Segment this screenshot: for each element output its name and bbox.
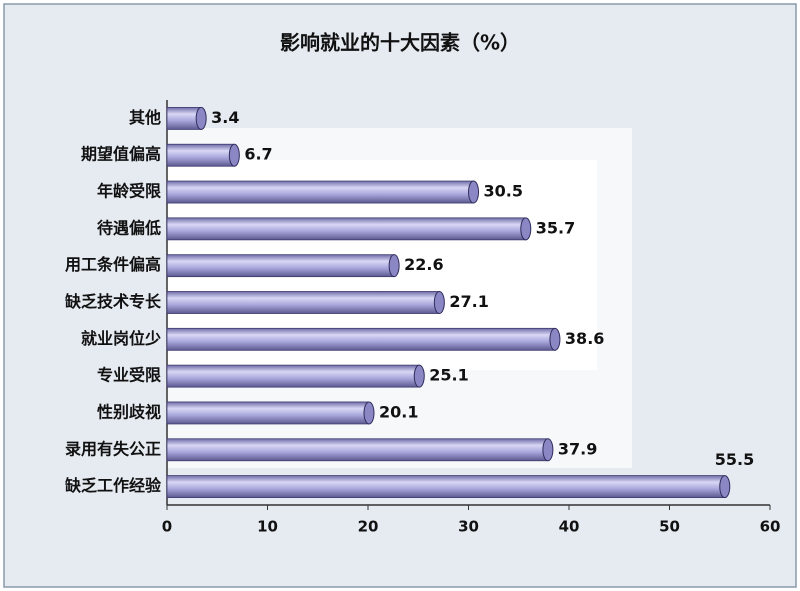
bar-cap	[433, 291, 445, 314]
y-tick-label: 年龄受限	[97, 182, 162, 201]
value-label: 30.5	[484, 182, 523, 201]
value-label: 22.6	[404, 255, 443, 274]
x-tick-label: 60	[760, 518, 781, 536]
bar	[166, 438, 549, 462]
bar	[166, 143, 235, 167]
bar-cap	[413, 364, 425, 388]
bar-cap	[363, 401, 375, 425]
bar-cap	[195, 106, 207, 130]
y-tick-label: 其他	[129, 108, 161, 127]
value-label: 37.9	[558, 439, 597, 458]
value-label: 6.7	[244, 145, 272, 164]
value-label: 25.1	[429, 366, 468, 385]
bar-cap	[228, 143, 240, 167]
x-tick-label: 30	[458, 518, 479, 536]
value-label: 27.1	[449, 292, 488, 311]
bar	[166, 327, 556, 351]
y-tick-label: 录用有失公正	[65, 439, 161, 458]
bar	[166, 254, 395, 278]
bar	[166, 364, 420, 388]
x-tick-label: 0	[162, 518, 172, 536]
bar-cap	[468, 180, 480, 204]
bar-cap	[520, 217, 532, 241]
bar	[166, 217, 527, 241]
bar	[166, 291, 440, 314]
bar-cap	[388, 254, 400, 278]
y-tick-label: 缺乏技术专长	[65, 292, 162, 311]
bar	[166, 401, 370, 425]
x-tick-label: 20	[358, 518, 379, 536]
bar-cap	[542, 438, 554, 462]
x-tick-label: 50	[659, 518, 680, 536]
y-tick-label: 性别歧视	[97, 402, 161, 421]
y-tick-label: 期望值偏高	[81, 145, 161, 164]
x-tick-label: 40	[559, 518, 580, 536]
value-label: 55.5	[715, 450, 754, 469]
bar-cap	[719, 475, 731, 499]
y-tick-label: 专业受限	[97, 366, 162, 385]
y-tick-label: 待遇偏低	[97, 218, 161, 237]
chart-title: 影响就业的十大因素（%）	[280, 31, 520, 55]
y-tick-label: 用工条件偏高	[65, 255, 161, 274]
bar	[166, 180, 474, 204]
value-label: 20.1	[379, 402, 418, 421]
bar	[166, 475, 726, 498]
y-tick-label: 缺乏工作经验	[65, 476, 162, 495]
value-label: 35.7	[536, 218, 575, 237]
x-tick-label: 10	[257, 518, 278, 536]
value-label: 38.6	[565, 329, 604, 348]
value-label: 3.4	[211, 108, 239, 127]
y-tick-label: 就业岗位少	[81, 329, 161, 348]
bar-cap	[549, 327, 561, 351]
